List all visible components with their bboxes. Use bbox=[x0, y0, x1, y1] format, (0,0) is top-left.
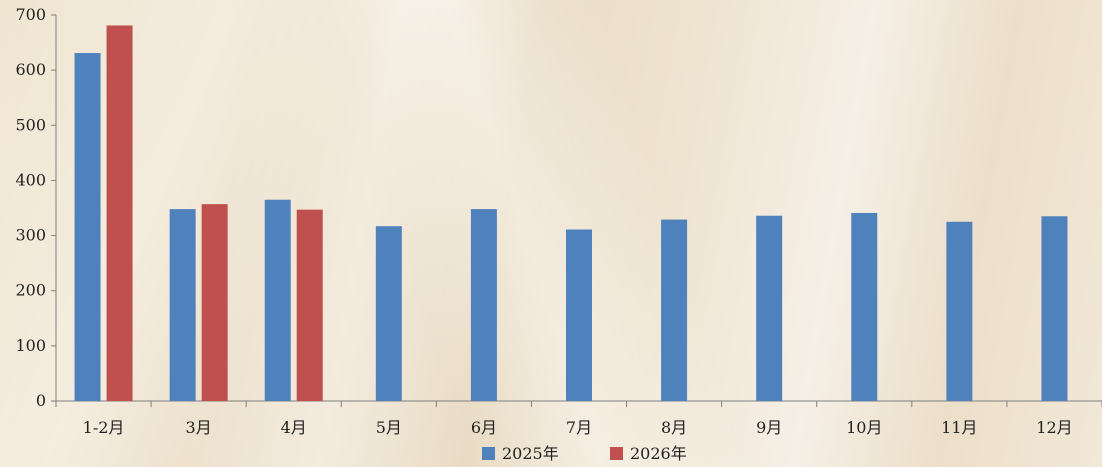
bar-series1-3 bbox=[264, 199, 291, 401]
bar-series1-10 bbox=[946, 221, 973, 401]
y-tick-label: 0 bbox=[36, 391, 46, 410]
y-tick-label: 100 bbox=[15, 336, 46, 355]
x-tick-label: 1-2月 bbox=[83, 418, 125, 437]
legend-label-2: 2026年 bbox=[630, 444, 687, 463]
bar-series1-6 bbox=[566, 229, 592, 401]
x-tick-label: 10月 bbox=[846, 418, 882, 437]
x-tick-label: 7月 bbox=[566, 418, 592, 437]
bar-series1-11 bbox=[1041, 216, 1068, 401]
bar-series2-2 bbox=[201, 204, 228, 401]
y-tick-label: 400 bbox=[15, 170, 46, 189]
x-tick-label: 11月 bbox=[941, 418, 977, 437]
y-tick-label: 500 bbox=[15, 115, 46, 134]
bar-series1-4 bbox=[375, 226, 402, 401]
bar-series1-2 bbox=[169, 209, 196, 401]
legend-swatch-1 bbox=[482, 447, 495, 460]
bar-series1-5 bbox=[470, 209, 497, 401]
bar-series2-1 bbox=[106, 25, 133, 401]
x-tick-label: 12月 bbox=[1036, 418, 1072, 437]
x-tick-label: 9月 bbox=[756, 418, 782, 437]
y-tick-label: 300 bbox=[15, 226, 46, 245]
y-tick-label: 200 bbox=[15, 281, 46, 300]
y-tick-label: 700 bbox=[15, 5, 46, 24]
x-tick-label: 6月 bbox=[471, 418, 497, 437]
x-tick-label: 4月 bbox=[281, 418, 307, 437]
legend-label-1: 2025年 bbox=[502, 444, 559, 463]
bar-series1-9 bbox=[851, 212, 878, 401]
bar-series2-3 bbox=[296, 209, 323, 401]
bar-series1-1 bbox=[74, 53, 101, 401]
bar-series1-8 bbox=[756, 215, 783, 401]
x-tick-label: 3月 bbox=[186, 418, 212, 437]
legend-swatch-2 bbox=[610, 447, 623, 460]
x-tick-label: 5月 bbox=[376, 418, 402, 437]
x-tick-label: 8月 bbox=[661, 418, 687, 437]
y-tick-label: 600 bbox=[15, 60, 46, 79]
bar-series1-7 bbox=[661, 219, 688, 401]
